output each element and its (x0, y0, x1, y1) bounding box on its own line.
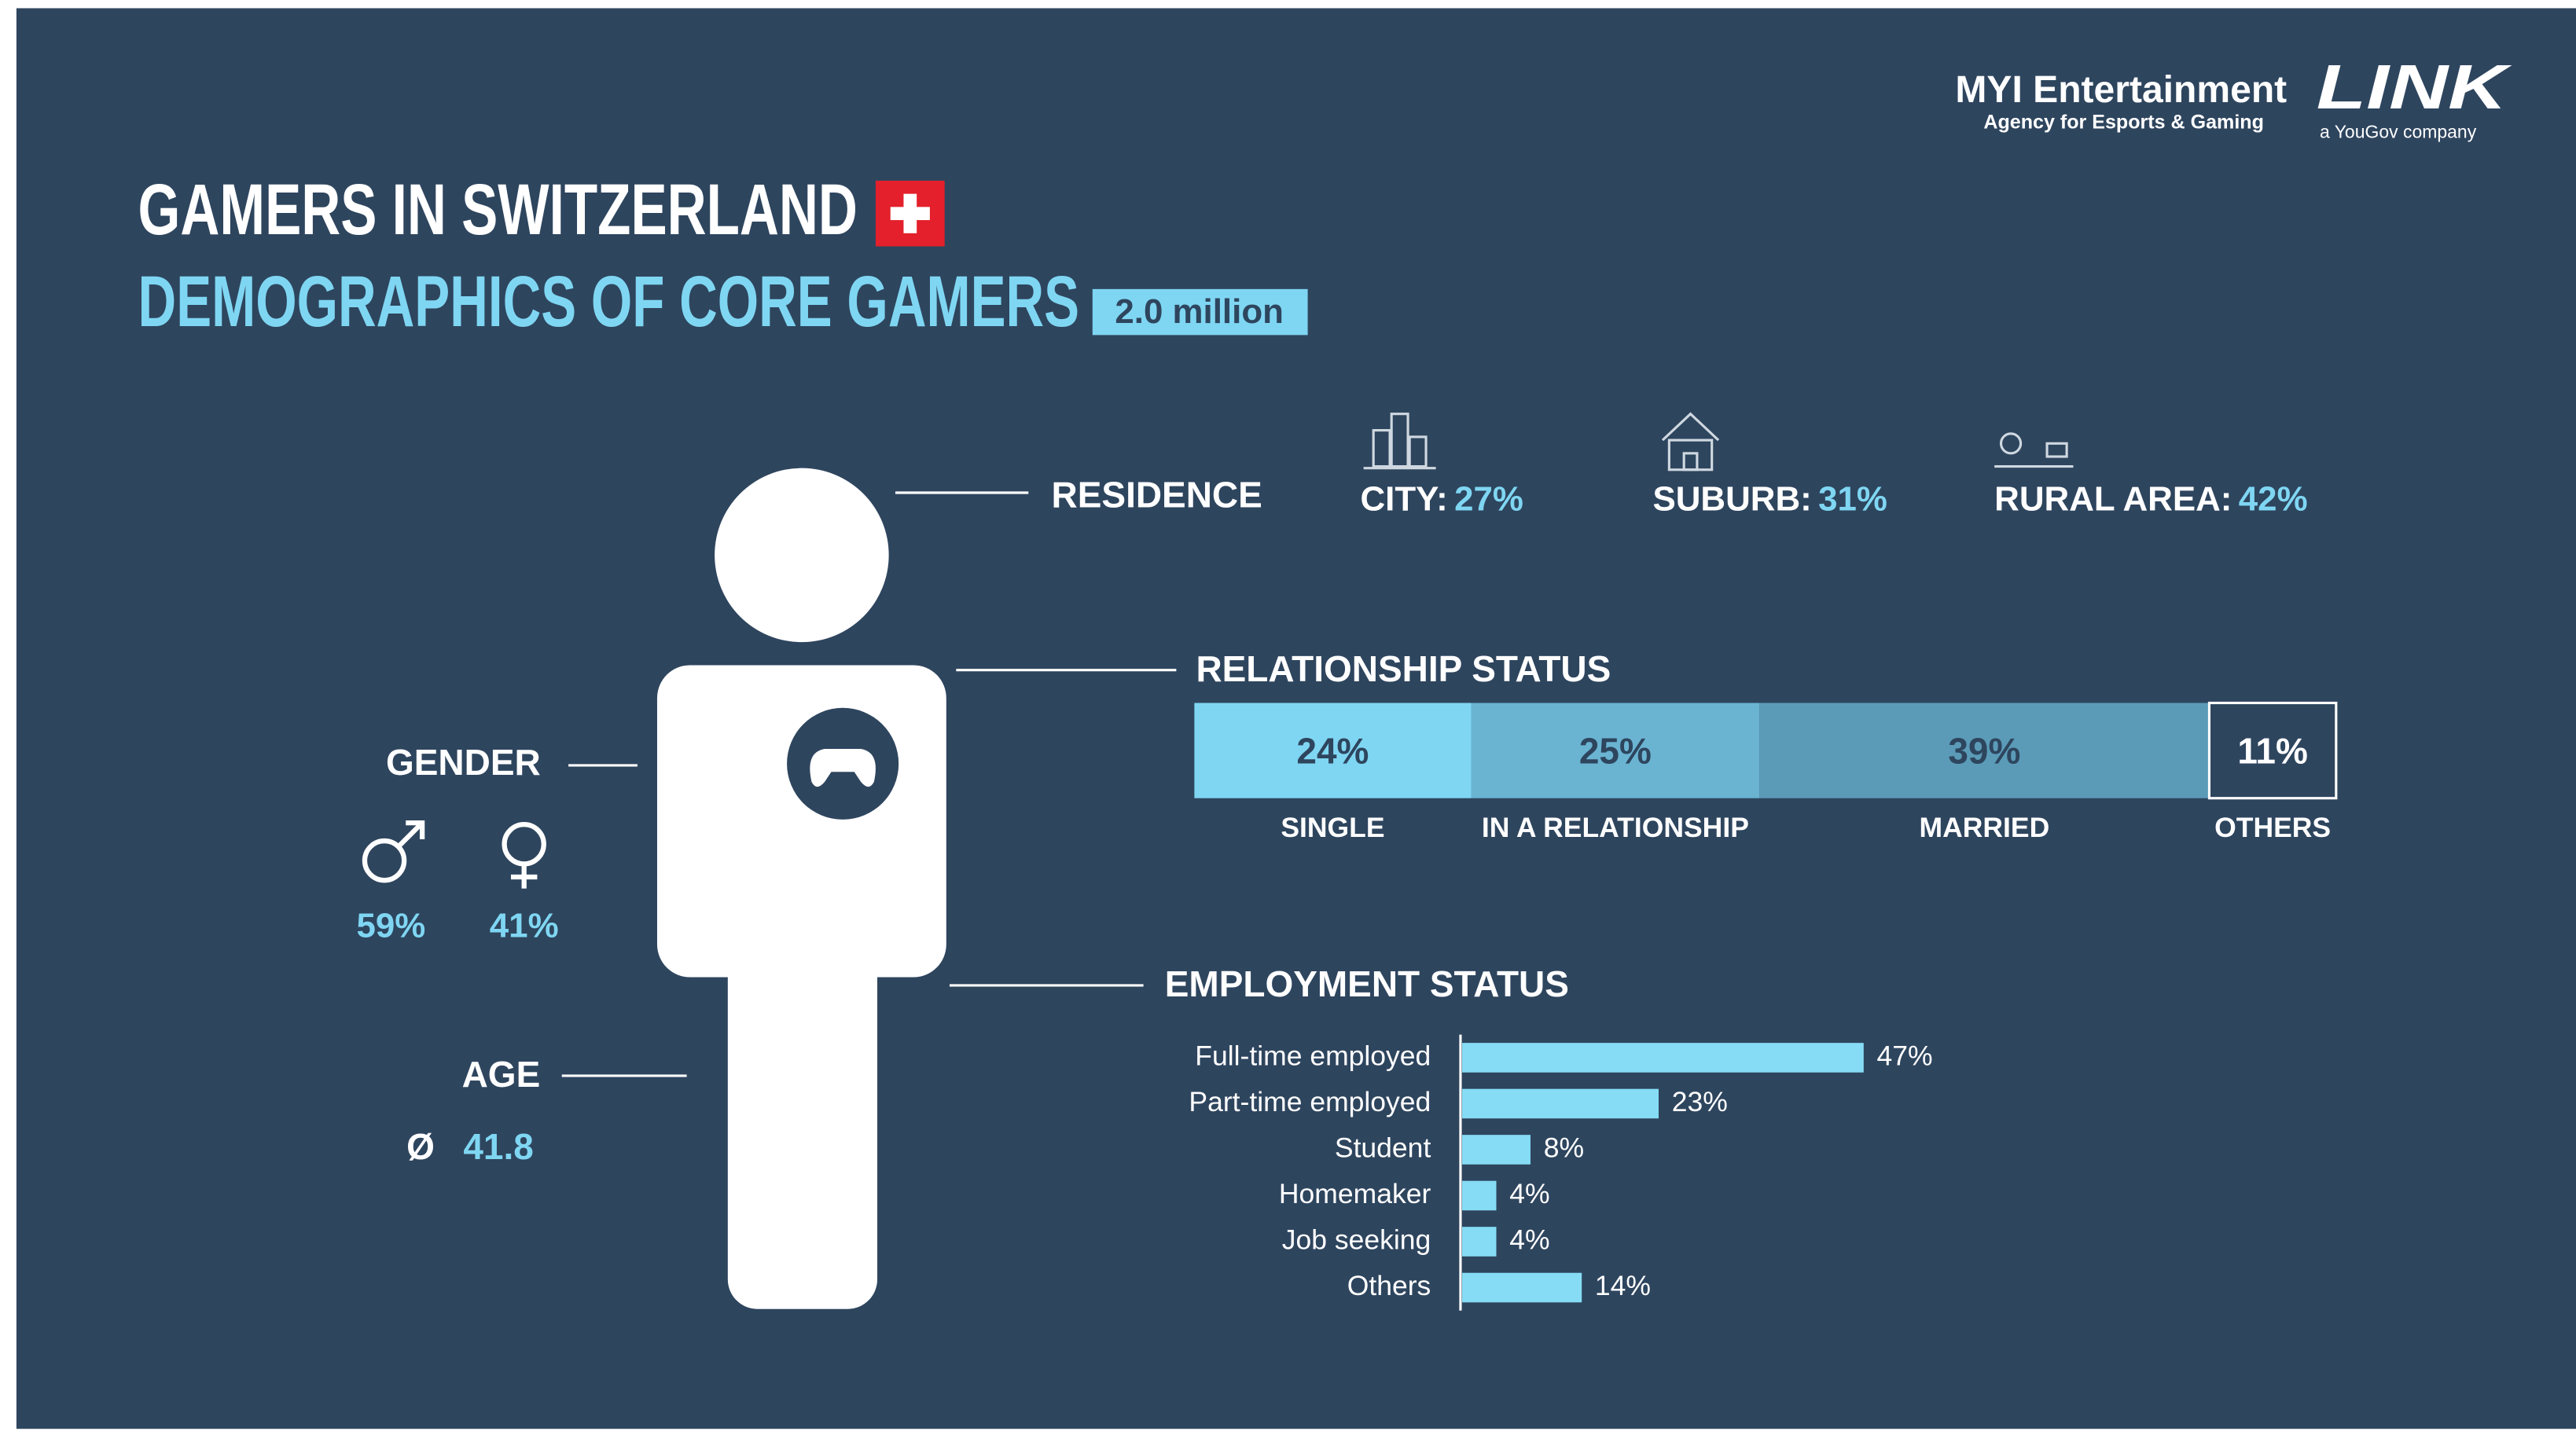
employment-bar (1462, 1227, 1497, 1257)
relationship-name: SINGLE (1281, 812, 1384, 843)
myi-tagline: Agency for Esports & Gaming (1983, 111, 2264, 133)
employment-name: Part-time employed (1189, 1086, 1431, 1117)
relationship-segment (1471, 703, 1760, 798)
male-share: 59% (356, 906, 425, 945)
employment-bar (1462, 1088, 1659, 1119)
employment-value: 23% (1672, 1086, 1728, 1117)
person-figure (656, 468, 946, 1309)
relationship-value: 39% (1948, 730, 2020, 771)
residence-item: CITY: 27% (1360, 479, 1523, 518)
relationship-value: 25% (1579, 730, 1652, 771)
relationship-segment (1194, 703, 1472, 798)
residence-name: RURAL AREA: (1994, 479, 2232, 518)
employment-name: Full-time employed (1195, 1040, 1431, 1071)
employment-name: Job seeking (1282, 1224, 1431, 1255)
employment-value: 47% (1877, 1040, 1933, 1071)
badge: 2.0 million (1115, 292, 1284, 331)
residence-icons (1363, 412, 2074, 471)
age-value: 41.8 (463, 1126, 533, 1167)
badge-bg (1092, 288, 1308, 336)
residence-label: RESIDENCE (1052, 474, 1262, 515)
age-label: AGE (462, 1054, 541, 1095)
gender-icons (362, 820, 546, 889)
title: GAMERS IN SWITZERLAND (138, 170, 858, 250)
residence-name: CITY: (1360, 479, 1447, 518)
employment-bar (1462, 1180, 1497, 1211)
employment-bar (1462, 1043, 1864, 1073)
residence-item: SUBURB: 31% (1652, 479, 1887, 518)
relationship-name: MARRIED (1919, 812, 2049, 843)
gender-label: GENDER (386, 742, 541, 783)
link-logo: LINK (2317, 52, 2513, 122)
relationship-name: OTHERS (2214, 812, 2331, 843)
age-symbol: Ø (406, 1126, 435, 1167)
employment-bar (1462, 1272, 1582, 1303)
relationship-segment (1759, 703, 2210, 798)
employment-value: 8% (1544, 1132, 1584, 1163)
employment-value: 4% (1509, 1178, 1549, 1209)
relationship-label: RELATIONSHIP STATUS (1196, 648, 1611, 689)
employment-name: Homemaker (1279, 1178, 1431, 1209)
link-tagline: a YouGov company (2320, 121, 2477, 141)
swiss-flag (875, 180, 945, 247)
employment-name: Student (1335, 1132, 1431, 1163)
employment-name: Others (1347, 1270, 1431, 1301)
subtitle: DEMOGRAPHICS OF CORE GAMERS (138, 262, 1080, 342)
employment-label: EMPLOYMENT STATUS (1165, 963, 1569, 1004)
connector-lines (561, 491, 1177, 1077)
residence-name: SUBURB: (1652, 479, 1811, 518)
relationship-value: 24% (1296, 730, 1369, 771)
residence-value: 31% (1818, 479, 1887, 518)
relationship-name: IN A RELATIONSHIP (1482, 812, 1749, 843)
female-share: 41% (490, 906, 559, 945)
residence-value: 27% (1454, 479, 1523, 518)
myi-logo: MYI Entertainment (1955, 68, 2287, 111)
relationship-segment (2207, 701, 2338, 800)
residence-value: 42% (2239, 479, 2308, 518)
employment-value: 14% (1595, 1270, 1651, 1301)
employment-value: 4% (1509, 1224, 1549, 1255)
residence-item: RURAL AREA: 42% (1994, 479, 2307, 518)
relationship-value: 11% (2237, 730, 2307, 771)
employment-bar (1462, 1135, 1531, 1165)
